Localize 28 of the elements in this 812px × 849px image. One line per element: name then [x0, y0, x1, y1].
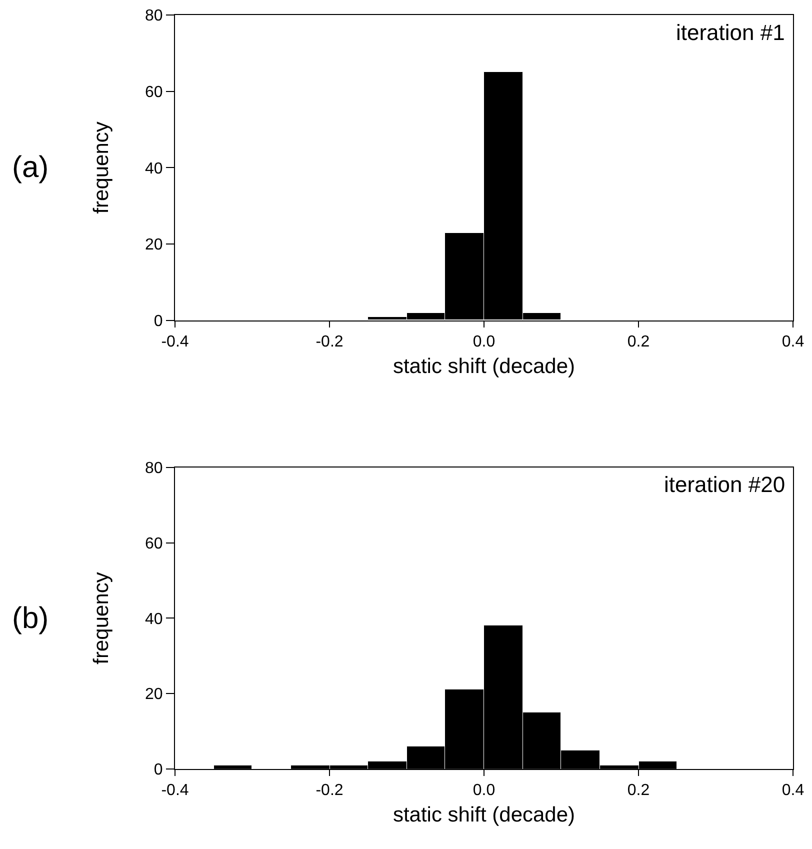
text: (a): [12, 151, 49, 184]
y-axis-title: frequency: [90, 572, 114, 664]
y-tick-label: 80: [145, 460, 163, 477]
x-tick-label: 0.4: [782, 782, 804, 800]
x-tick-label: 0.2: [627, 782, 650, 800]
annotation: iteration #20: [664, 472, 786, 497]
x-tick-label: -0.4: [161, 334, 189, 351]
y-tick-label: 20: [145, 686, 163, 704]
y-tick-label: 40: [145, 160, 163, 178]
y-tick-label: 60: [145, 84, 163, 101]
x-axis-title: static shift (decade): [392, 803, 576, 826]
x-tick-label: 0.0: [472, 782, 496, 800]
x-tick-label: 0.4: [782, 334, 804, 351]
x-tick-label: 0.0: [472, 334, 496, 351]
x-axis-title: static shift (decade): [392, 354, 576, 378]
y-tick-label: 0: [154, 312, 163, 330]
y-tick-label: 0: [154, 762, 163, 779]
y-tick-label: 40: [145, 610, 163, 628]
x-tick-label: -0.2: [316, 334, 344, 351]
y-tick-label: 60: [145, 535, 163, 552]
x-tick-label: 0.2: [627, 334, 650, 351]
annotation: iteration #1: [676, 20, 785, 45]
x-tick-label: -0.2: [316, 782, 344, 800]
y-tick-label: 20: [145, 236, 163, 254]
x-tick-label: -0.4: [161, 782, 189, 800]
text: (b): [12, 602, 49, 635]
y-tick-label: 80: [145, 8, 163, 25]
y-axis-title: frequency: [90, 121, 114, 214]
